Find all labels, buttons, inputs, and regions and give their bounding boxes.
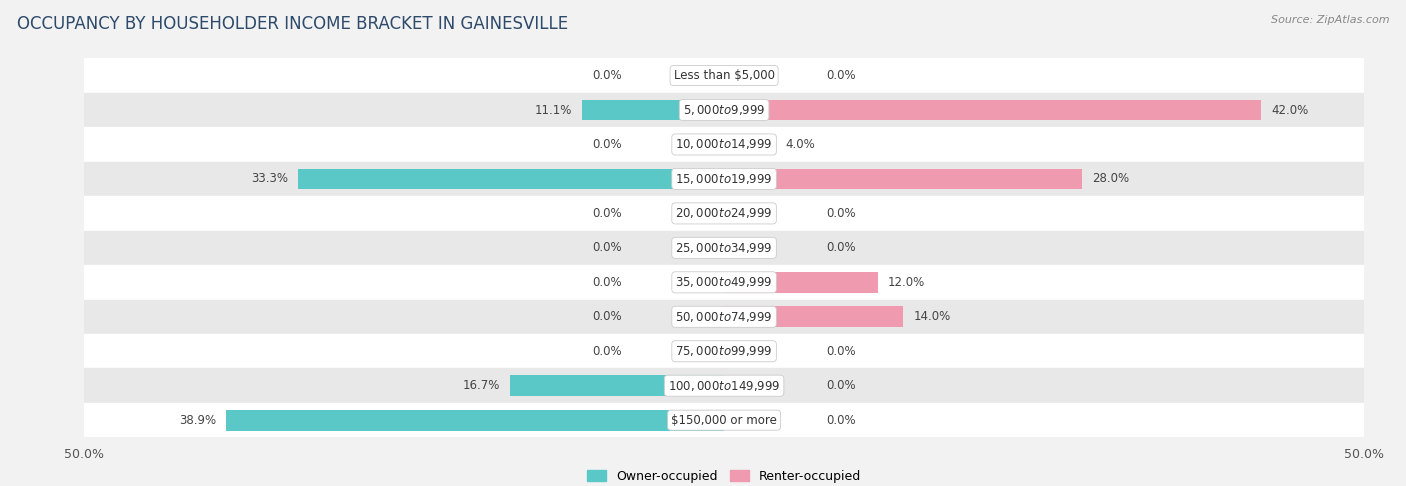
Text: 12.0%: 12.0% <box>887 276 925 289</box>
Text: 11.1%: 11.1% <box>534 104 572 117</box>
Text: 0.0%: 0.0% <box>592 69 621 82</box>
Text: $75,000 to $99,999: $75,000 to $99,999 <box>675 344 773 358</box>
Text: 42.0%: 42.0% <box>1271 104 1309 117</box>
Text: 16.7%: 16.7% <box>463 379 501 392</box>
Text: $100,000 to $149,999: $100,000 to $149,999 <box>668 379 780 393</box>
Text: $5,000 to $9,999: $5,000 to $9,999 <box>683 103 765 117</box>
Bar <box>724 272 877 293</box>
Text: 0.0%: 0.0% <box>827 379 856 392</box>
Text: Less than $5,000: Less than $5,000 <box>673 69 775 82</box>
Text: 0.0%: 0.0% <box>827 242 856 254</box>
Bar <box>724 307 903 327</box>
Text: 0.0%: 0.0% <box>592 138 621 151</box>
Text: 0.0%: 0.0% <box>827 345 856 358</box>
Text: 0.0%: 0.0% <box>827 207 856 220</box>
Bar <box>582 100 724 121</box>
Bar <box>724 169 1083 189</box>
Text: 0.0%: 0.0% <box>592 345 621 358</box>
Text: 4.0%: 4.0% <box>786 138 815 151</box>
Bar <box>84 299 1364 334</box>
Text: $50,000 to $74,999: $50,000 to $74,999 <box>675 310 773 324</box>
Bar <box>84 403 1364 437</box>
Bar <box>226 410 724 431</box>
Bar <box>84 334 1364 368</box>
Bar <box>84 58 1364 93</box>
Text: 0.0%: 0.0% <box>827 414 856 427</box>
Bar <box>84 368 1364 403</box>
Text: Source: ZipAtlas.com: Source: ZipAtlas.com <box>1271 15 1389 25</box>
Text: 0.0%: 0.0% <box>827 69 856 82</box>
Text: $25,000 to $34,999: $25,000 to $34,999 <box>675 241 773 255</box>
Text: 0.0%: 0.0% <box>592 242 621 254</box>
Text: $15,000 to $19,999: $15,000 to $19,999 <box>675 172 773 186</box>
Text: $35,000 to $49,999: $35,000 to $49,999 <box>675 276 773 289</box>
Bar <box>84 196 1364 231</box>
Bar <box>84 231 1364 265</box>
Text: 0.0%: 0.0% <box>592 207 621 220</box>
Text: $150,000 or more: $150,000 or more <box>671 414 778 427</box>
Text: $10,000 to $14,999: $10,000 to $14,999 <box>675 138 773 152</box>
Bar <box>84 93 1364 127</box>
Text: 0.0%: 0.0% <box>592 310 621 323</box>
Bar <box>84 127 1364 162</box>
Bar <box>298 169 724 189</box>
Text: 14.0%: 14.0% <box>914 310 950 323</box>
Text: 28.0%: 28.0% <box>1092 173 1129 186</box>
Text: $20,000 to $24,999: $20,000 to $24,999 <box>675 207 773 220</box>
Bar <box>724 134 775 155</box>
Bar <box>84 162 1364 196</box>
Text: 33.3%: 33.3% <box>250 173 288 186</box>
Bar <box>84 265 1364 299</box>
Text: 38.9%: 38.9% <box>179 414 217 427</box>
Bar <box>510 375 724 396</box>
Legend: Owner-occupied, Renter-occupied: Owner-occupied, Renter-occupied <box>582 465 866 486</box>
Text: 0.0%: 0.0% <box>592 276 621 289</box>
Text: OCCUPANCY BY HOUSEHOLDER INCOME BRACKET IN GAINESVILLE: OCCUPANCY BY HOUSEHOLDER INCOME BRACKET … <box>17 15 568 33</box>
Bar <box>724 100 1261 121</box>
